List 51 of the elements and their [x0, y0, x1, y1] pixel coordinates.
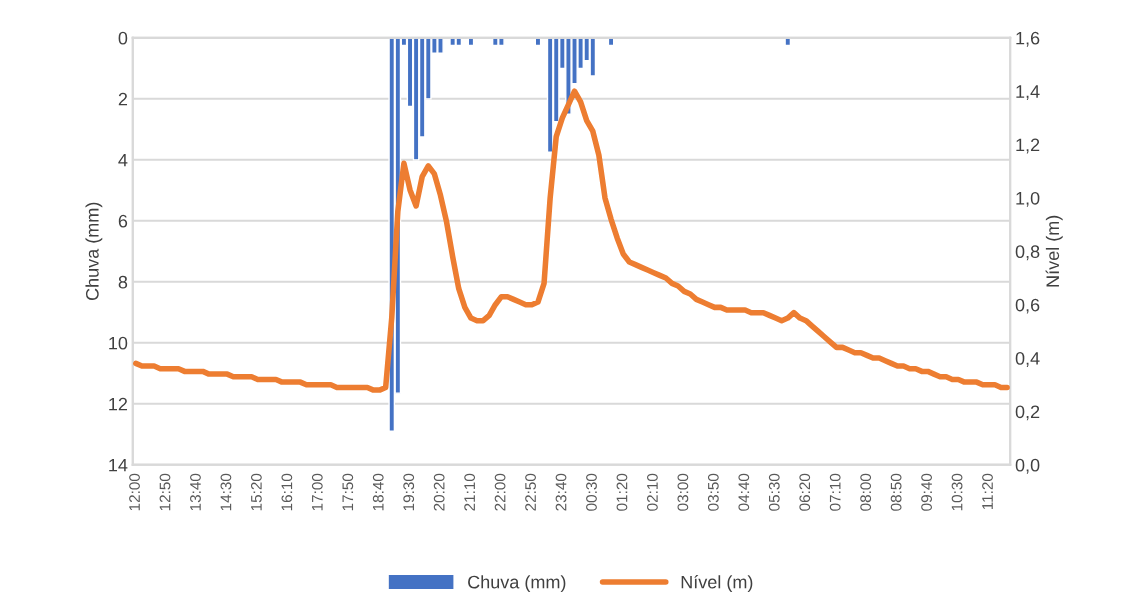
x-tick-label: 17:50 [342, 473, 354, 511]
x-tick-label: 19:30 [403, 473, 415, 511]
y2-tick-label: 0,8 [1015, 245, 1040, 261]
y2-tick-label: 1,4 [1016, 85, 1040, 101]
y2-tick-label: 1,6 [1016, 31, 1040, 47]
y2-axis-title: Nível (m) [1045, 215, 1063, 287]
bar [784, 37, 792, 47]
y2-tick-label: 0,6 [1015, 298, 1040, 314]
x-tick-label: 06:20 [799, 473, 811, 511]
y2-tick-label: 0,0 [1015, 458, 1040, 474]
y-tick-label: 12 [109, 397, 128, 411]
x-tick-label: 09:40 [921, 473, 932, 511]
y2-tick-label: 1,0 [1016, 191, 1040, 207]
x-tick-label: 16:10 [281, 473, 293, 511]
y-axis-title: Chuva (mm) [85, 202, 103, 301]
y2-tick-label: 0,4 [1015, 352, 1040, 367]
y2-tick-label: 1,2 [1016, 138, 1040, 154]
x-tick-label: 00:30 [586, 473, 597, 511]
y-tick-label: 10 [109, 336, 128, 350]
x-tick-label: 02:10 [647, 473, 658, 511]
x-tick-label: 23:40 [555, 473, 567, 511]
x-tick-label: 15:20 [250, 473, 262, 511]
x-tick-label: 13:40 [190, 473, 201, 511]
y2-tick-label: 0,2 [1015, 405, 1040, 421]
y-tick-label: 8 [118, 275, 128, 289]
y-tick-label: 4 [118, 153, 128, 167]
x-tick-label: 08:50 [890, 473, 902, 511]
y-tick-label: 0 [118, 31, 128, 45]
x-tick-label: 18:40 [372, 473, 384, 511]
x-tick-label: 11:20 [982, 473, 993, 510]
x-tick-label: 21:10 [464, 473, 476, 511]
x-tick-label: 17:00 [311, 473, 323, 511]
x-tick-label: 12:50 [159, 473, 171, 511]
y-tick-label: 2 [118, 92, 128, 106]
y-tick-label: 6 [118, 214, 128, 228]
x-tick-label: 01:20 [616, 473, 628, 511]
x-tick-label: 22:50 [525, 473, 536, 511]
x-tick-label: 12:00 [129, 473, 140, 511]
x-tick-label: 04:40 [738, 473, 750, 511]
x-tick-label: 22:00 [494, 473, 506, 511]
x-tick-label: 07:10 [829, 473, 841, 511]
x-tick-label: 08:00 [860, 473, 872, 511]
x-tick-label: 10:30 [951, 473, 963, 511]
x-tick-label: 05:30 [768, 473, 780, 511]
x-tick-label: 20:20 [433, 473, 445, 511]
x-tick-label: 03:50 [707, 473, 719, 511]
x-tick-label: 14:30 [220, 473, 232, 511]
y-tick-label: 14 [109, 458, 128, 472]
legend-label: Chuva (mm) [468, 575, 566, 593]
x-tick-label: 03:00 [677, 473, 689, 511]
legend-label: Nível (m) [681, 575, 753, 593]
